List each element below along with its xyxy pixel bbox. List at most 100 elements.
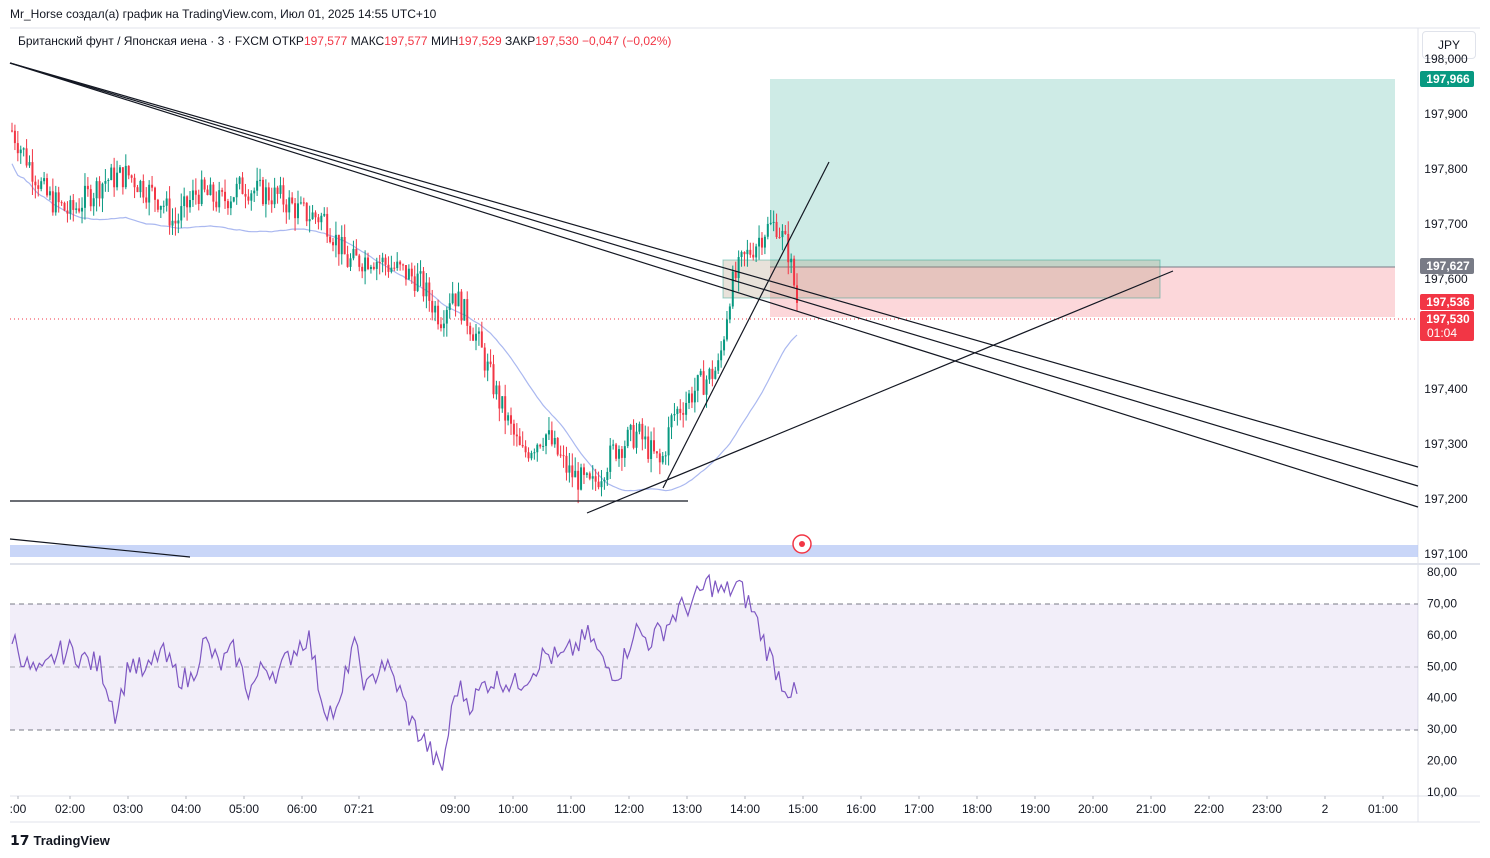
candle-body (717, 360, 720, 371)
alert-marker-dot (799, 541, 805, 547)
candle-body (375, 262, 378, 269)
time-tick-label: 15:00 (788, 802, 818, 816)
candle-body (664, 455, 667, 457)
candle-body (416, 273, 419, 291)
price-tick-label: 197,800 (1424, 162, 1468, 176)
candle-body (174, 220, 177, 224)
candle-body (215, 201, 218, 208)
trendline-3[interactable] (9, 62, 1419, 508)
time-tick-label: 06:00 (287, 802, 317, 816)
candle-body (480, 331, 483, 348)
lower-line[interactable] (9, 538, 191, 558)
candle-body (294, 203, 297, 219)
candle-body (244, 193, 247, 197)
candle-body (775, 221, 778, 238)
candle-body (346, 254, 349, 267)
trendline-2[interactable] (9, 62, 1419, 487)
position-profit-zone[interactable] (770, 79, 1395, 267)
stop-price-tag (1420, 294, 1474, 310)
currency-button[interactable]: JPY (1422, 31, 1476, 59)
rising-trendline[interactable] (586, 270, 1174, 514)
candle-body (311, 212, 314, 220)
time-tick-label: 2 (1322, 802, 1329, 816)
candle-body (474, 333, 477, 341)
candle-body (670, 415, 673, 428)
rsi-line (11, 573, 798, 771)
low-label: МИН (430, 34, 459, 48)
rsi-tick-label: 40,00 (1427, 691, 1457, 705)
candle-body (615, 444, 618, 459)
candle-body (299, 202, 302, 204)
candle-body (682, 412, 685, 415)
candle-body (118, 167, 121, 173)
candle-body (229, 201, 232, 209)
candle-body (247, 196, 250, 201)
candle-body (364, 257, 367, 272)
rsi-tick-label: 20,00 (1427, 754, 1457, 768)
low-value: 197,529 (458, 34, 502, 48)
range-box[interactable] (722, 259, 1161, 299)
price-tick-label: 197,200 (1424, 492, 1468, 506)
candle-body (603, 479, 606, 482)
candle-body (194, 190, 197, 195)
candle-body (291, 197, 294, 204)
candle-body (314, 212, 317, 218)
candle-body (148, 184, 151, 203)
candle-body (521, 444, 524, 447)
candle-body (250, 193, 253, 201)
candle-body (527, 452, 530, 459)
candle-body (796, 285, 798, 303)
candle-body (279, 185, 282, 194)
price-tick-label: 197,100 (1424, 547, 1468, 561)
candle-body (588, 473, 591, 479)
steep-trendline[interactable] (662, 161, 830, 489)
candle-body (422, 271, 425, 297)
candle-body (151, 184, 154, 188)
candle-body (212, 184, 215, 202)
rsi-axis: 10,00 20,00 30,00 40,00 50,00 60,00 70,00 80,00 (1427, 565, 1457, 799)
candle-body (387, 264, 390, 272)
candle-body (568, 465, 571, 473)
candle-body (186, 196, 189, 208)
time-tick-label: 10:00 (498, 802, 528, 816)
candle-body (609, 445, 612, 472)
candle-body (644, 436, 647, 440)
candle-body (13, 130, 16, 144)
candle-body (437, 305, 440, 325)
candle-body (72, 200, 75, 210)
candle-body (51, 191, 54, 213)
candle-body (580, 467, 583, 490)
price-tick-label: 197,300 (1424, 437, 1468, 451)
candle-body (177, 220, 180, 224)
candle-body (638, 423, 641, 432)
symbol-name[interactable]: Британский фунт / Японская иена · 3 · FX… (18, 34, 269, 48)
candle-body (594, 476, 597, 482)
candle-body (542, 445, 545, 447)
trendline-1[interactable] (9, 62, 1419, 468)
candle-body (165, 198, 168, 206)
candle-body (78, 208, 81, 212)
candle-body (34, 181, 37, 186)
candle-body (486, 361, 489, 371)
last-price-tag (1420, 311, 1474, 341)
candle-body (352, 248, 355, 259)
candle-body (781, 230, 784, 238)
candle-body (189, 200, 192, 208)
candle-body (740, 252, 743, 258)
candle-body (696, 375, 699, 391)
candle-body (597, 481, 600, 488)
candle-body (793, 258, 796, 286)
candle-body (145, 197, 148, 203)
candle-body (734, 271, 737, 279)
candle-body (168, 198, 171, 226)
entry-price-tag (1420, 258, 1474, 274)
candle-body (434, 305, 437, 313)
time-axis[interactable]: :00 02:00 03:00 04:00 05:00 06:00 07:21 09:00 10… (10, 796, 1399, 816)
candle-body (107, 179, 110, 182)
candle-body (510, 415, 513, 424)
time-tick-label: 01:00 (1368, 802, 1398, 816)
candle-body (37, 185, 40, 189)
footer-brand-text: TradingView (33, 833, 110, 848)
